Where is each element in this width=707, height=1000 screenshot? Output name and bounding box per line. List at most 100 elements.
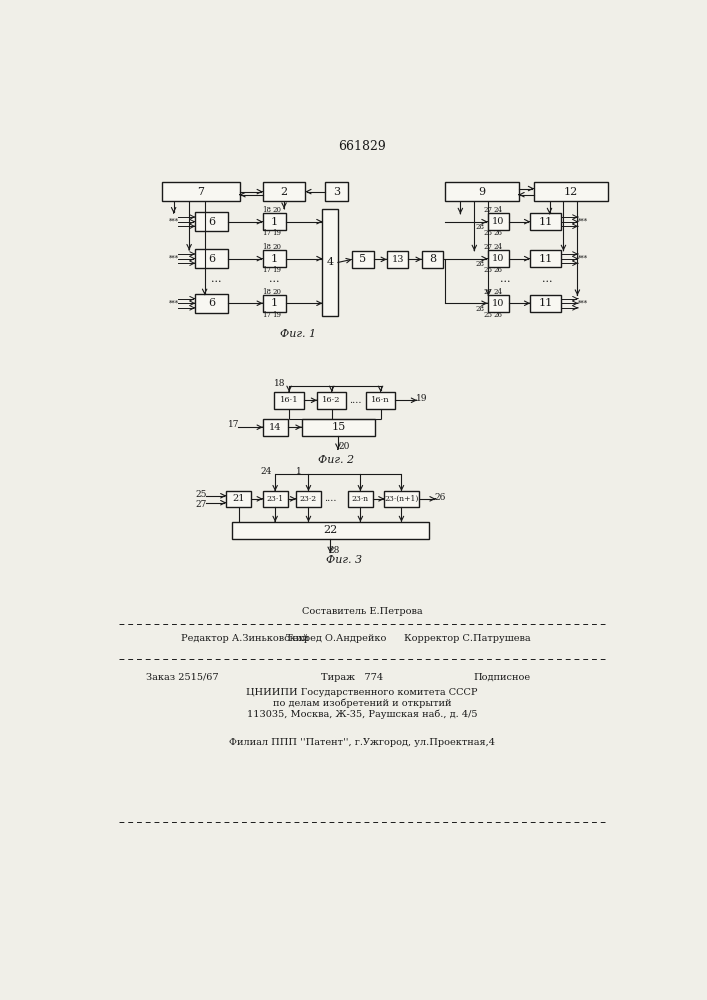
Text: Тираж   774: Тираж 774 <box>321 673 383 682</box>
Text: 19: 19 <box>272 266 281 274</box>
Text: 27: 27 <box>196 500 207 509</box>
Bar <box>322 209 338 316</box>
Text: 18: 18 <box>274 379 286 388</box>
Text: ...: ... <box>269 274 280 284</box>
Text: 17: 17 <box>262 266 271 274</box>
Text: 113035, Москва, Ж-35, Раушская наб., д. 4/5: 113035, Москва, Ж-35, Раушская наб., д. … <box>247 710 477 719</box>
Text: Фиг. 1: Фиг. 1 <box>279 329 316 339</box>
Bar <box>162 182 240 201</box>
Text: 23·1: 23·1 <box>267 495 284 503</box>
Text: 20: 20 <box>272 206 281 214</box>
Text: Подписное: Подписное <box>473 673 530 682</box>
Text: ...: ... <box>542 274 552 284</box>
Text: 18: 18 <box>262 288 271 296</box>
Bar <box>263 295 286 312</box>
Bar <box>352 251 373 268</box>
Text: 19: 19 <box>272 229 281 237</box>
Bar <box>274 392 304 409</box>
Bar <box>488 213 509 230</box>
Text: 20: 20 <box>272 288 281 296</box>
Text: 4: 4 <box>327 257 334 267</box>
Text: 10: 10 <box>492 299 505 308</box>
Text: 24: 24 <box>494 243 503 251</box>
Text: ***: *** <box>578 299 588 307</box>
Text: Фиг. 2: Фиг. 2 <box>318 455 354 465</box>
Text: 16·1: 16·1 <box>280 396 298 404</box>
Bar <box>263 182 305 201</box>
Text: ***: *** <box>578 218 588 226</box>
Text: 20: 20 <box>339 442 350 451</box>
Bar <box>534 182 607 201</box>
Text: 1: 1 <box>271 217 278 227</box>
Text: 23·2: 23·2 <box>300 495 317 503</box>
Bar <box>317 392 346 409</box>
Text: 25: 25 <box>196 490 207 499</box>
Text: ....: .... <box>324 494 337 503</box>
Text: 12: 12 <box>563 187 578 197</box>
Bar <box>263 250 286 267</box>
Text: по делам изобретений и открытий: по делам изобретений и открытий <box>273 699 451 708</box>
Text: 17: 17 <box>262 229 271 237</box>
Bar <box>195 294 228 312</box>
Text: 28: 28 <box>328 546 340 555</box>
Text: 661829: 661829 <box>338 140 386 153</box>
Bar <box>387 251 409 268</box>
Bar <box>195 212 228 231</box>
Text: Филиал ППП ''Патент'', г.Ужгород, ул.Проектная,4: Филиал ППП ''Патент'', г.Ужгород, ул.Про… <box>229 738 495 747</box>
Text: 19: 19 <box>272 311 281 319</box>
Text: 10: 10 <box>492 217 505 226</box>
Text: 27: 27 <box>484 206 493 214</box>
Text: 24: 24 <box>494 288 503 296</box>
Text: 28: 28 <box>475 260 484 268</box>
Text: 18: 18 <box>262 243 271 251</box>
Text: 16·n: 16·n <box>371 396 390 404</box>
Text: ***: *** <box>168 218 179 226</box>
Text: ...: ... <box>211 274 221 284</box>
Text: 17: 17 <box>228 420 240 429</box>
Text: 20: 20 <box>272 243 281 251</box>
Bar <box>263 491 288 507</box>
Bar <box>296 491 321 507</box>
Bar <box>385 491 419 507</box>
Text: Заказ 2515/67: Заказ 2515/67 <box>146 673 219 682</box>
Text: 27: 27 <box>484 243 493 251</box>
Bar <box>301 419 375 436</box>
Text: 14: 14 <box>269 423 281 432</box>
Text: ....: .... <box>349 396 362 405</box>
Bar <box>530 250 561 267</box>
Text: ***: *** <box>168 299 179 307</box>
Bar <box>348 491 373 507</box>
Text: ***: *** <box>578 255 588 263</box>
Text: 19: 19 <box>416 394 427 403</box>
Text: Фиг. 3: Фиг. 3 <box>326 555 362 565</box>
Text: 28: 28 <box>475 223 484 231</box>
Text: 26: 26 <box>494 229 503 237</box>
Bar <box>195 249 228 268</box>
Bar <box>366 392 395 409</box>
Bar <box>325 182 348 201</box>
Bar <box>263 419 288 436</box>
Text: 26: 26 <box>494 311 503 319</box>
Bar <box>232 522 429 539</box>
Bar <box>488 295 509 312</box>
Bar <box>530 213 561 230</box>
Text: 24: 24 <box>260 467 271 476</box>
Text: Составитель Е.Петрова: Составитель Е.Петрова <box>302 607 422 616</box>
Text: 8: 8 <box>429 254 436 264</box>
Text: 7: 7 <box>197 187 204 197</box>
Text: 11: 11 <box>539 298 553 308</box>
Bar <box>421 251 443 268</box>
Text: 15: 15 <box>331 422 346 432</box>
Text: 16·2: 16·2 <box>322 396 341 404</box>
Text: 28: 28 <box>475 305 484 313</box>
Text: 13: 13 <box>392 255 404 264</box>
Text: 22: 22 <box>323 525 338 535</box>
Text: 26: 26 <box>435 493 446 502</box>
Text: 1: 1 <box>296 467 301 476</box>
Text: 2: 2 <box>281 187 288 197</box>
Bar <box>263 213 286 230</box>
Text: 25: 25 <box>484 266 493 274</box>
Text: 25: 25 <box>484 229 493 237</box>
Text: 6: 6 <box>208 298 215 308</box>
Bar <box>530 295 561 312</box>
